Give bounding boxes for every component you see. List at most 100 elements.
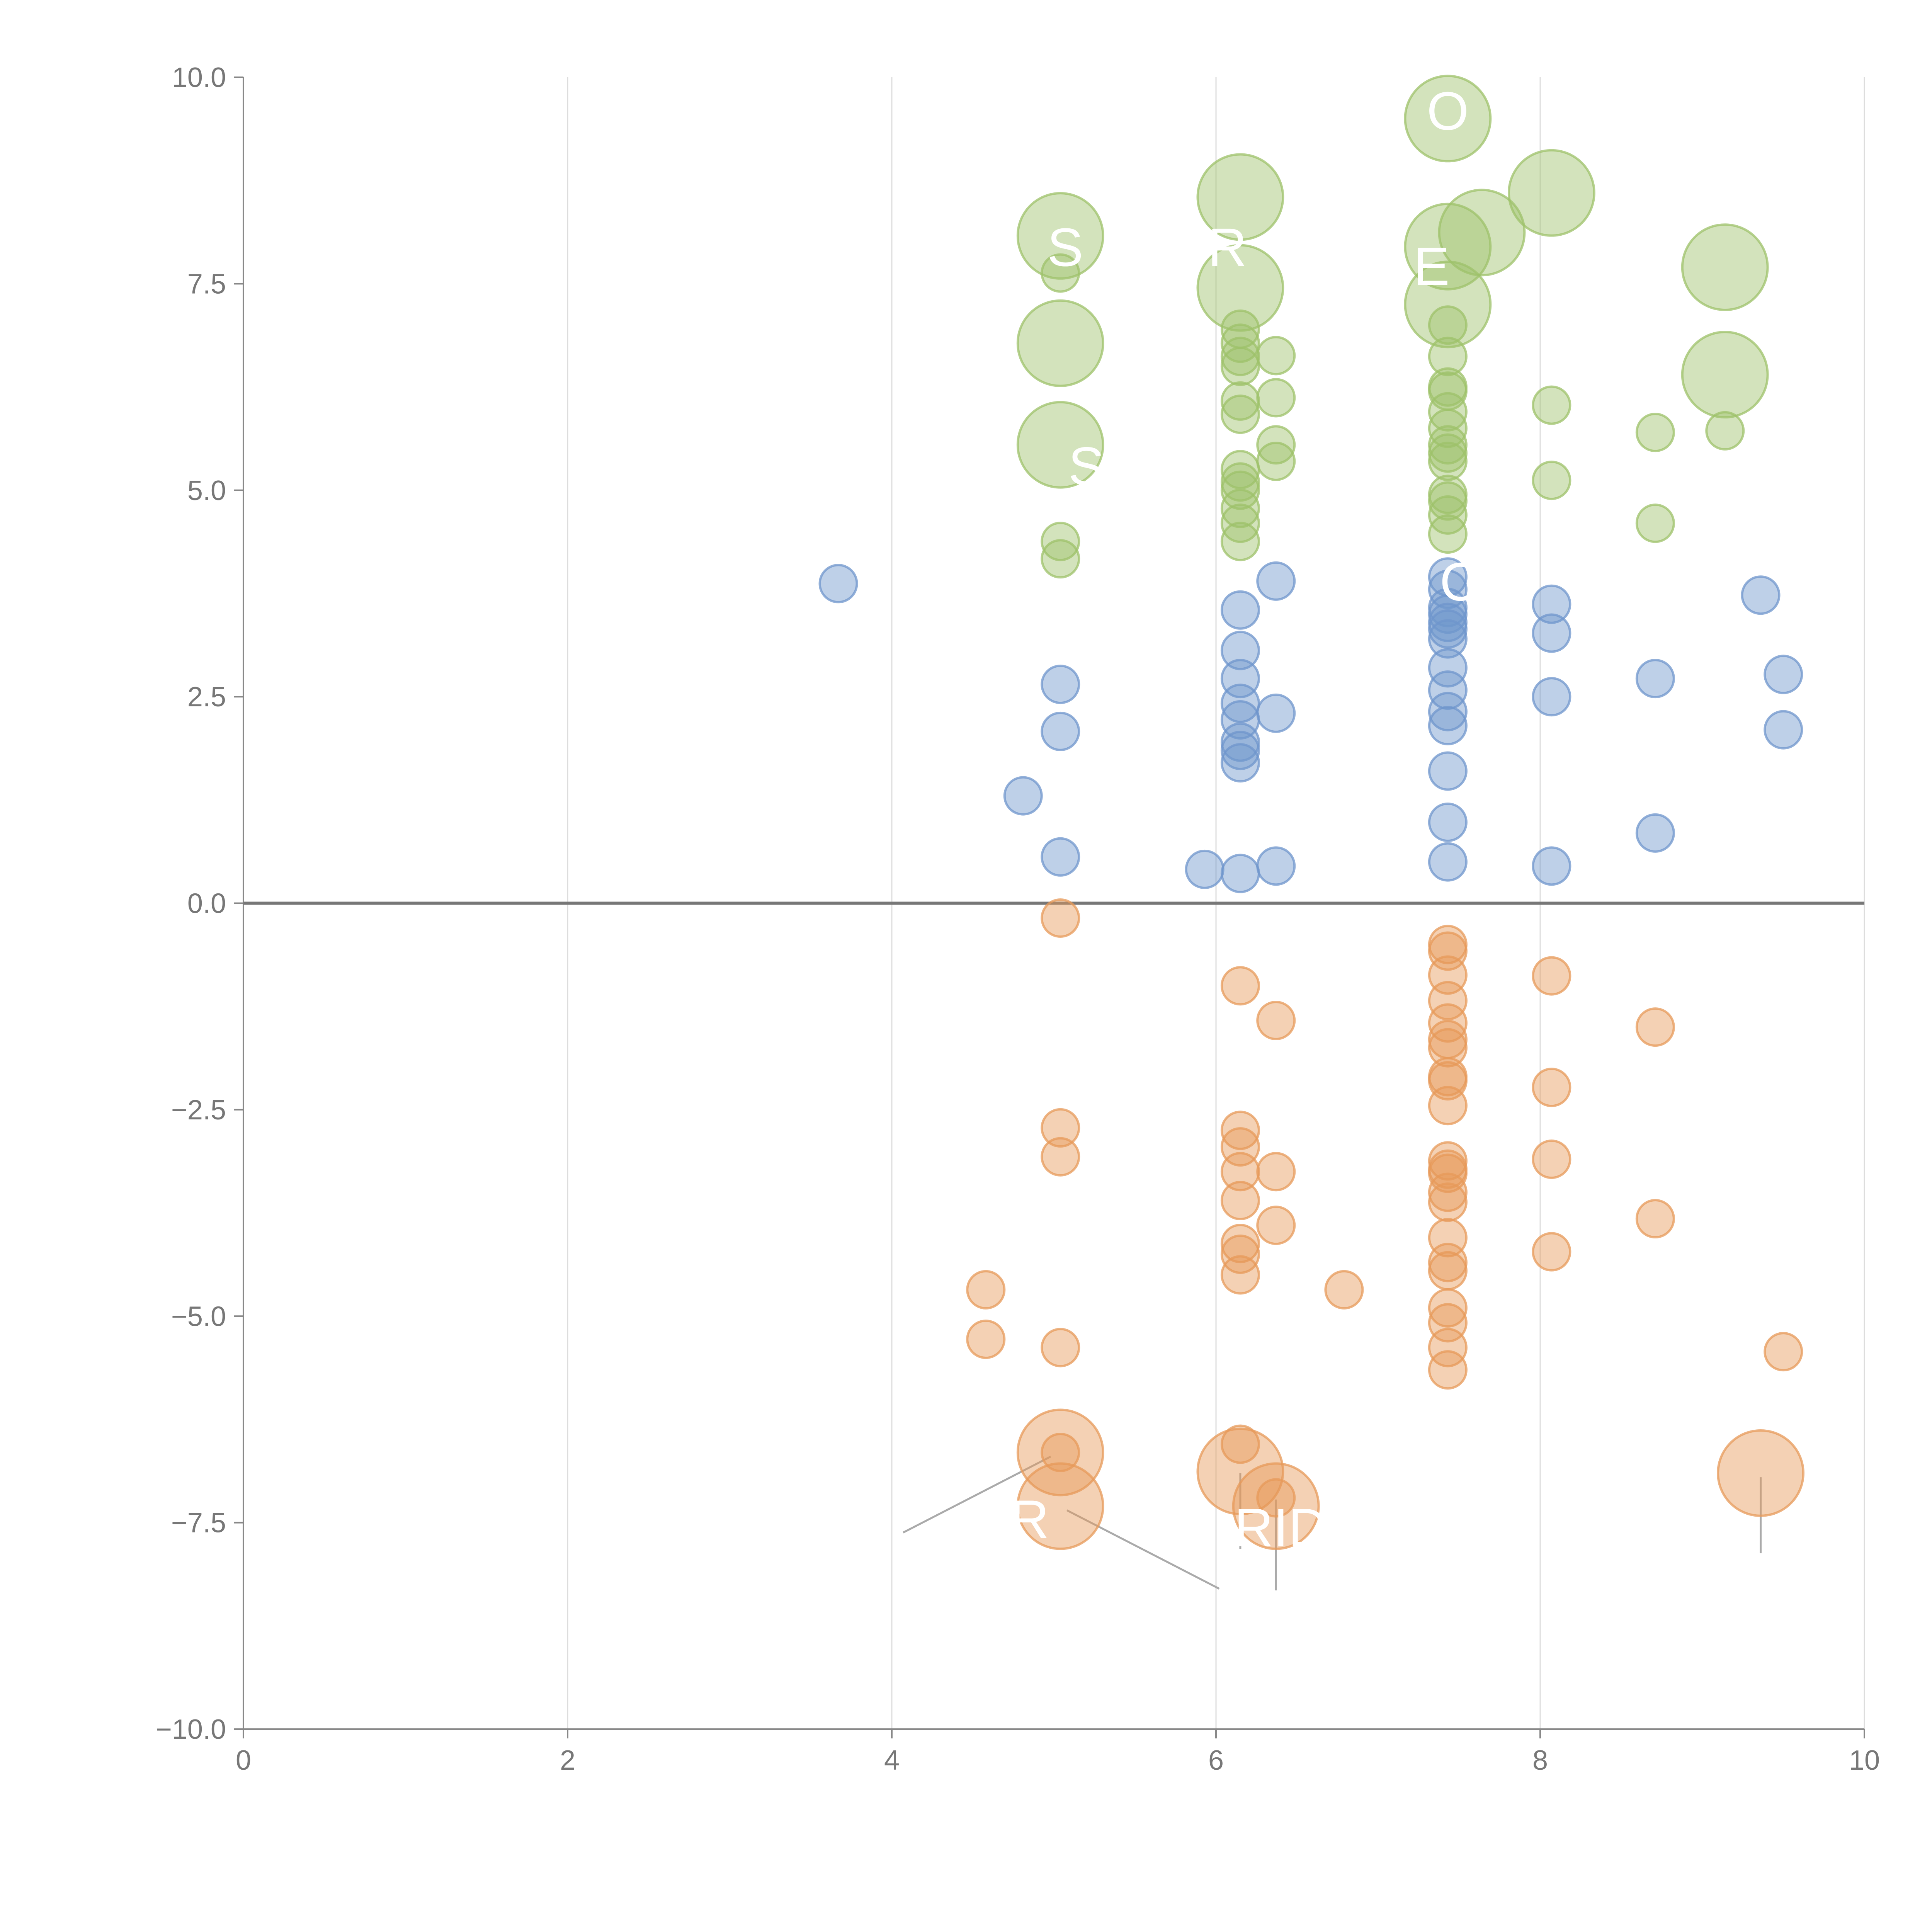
data-point xyxy=(1220,631,1260,670)
data-point xyxy=(1016,192,1104,280)
y-tick-label: −5.0 xyxy=(171,1301,226,1332)
data-point xyxy=(1428,1141,1468,1181)
data-point xyxy=(1196,244,1284,332)
data-point xyxy=(1764,1332,1803,1372)
data-point xyxy=(1635,1007,1675,1047)
point-label: R xyxy=(1010,1489,1049,1549)
axes xyxy=(234,77,1865,1738)
data-point xyxy=(1635,813,1675,853)
data-point xyxy=(1041,539,1080,579)
data-point xyxy=(1185,849,1225,889)
data-point xyxy=(1681,223,1769,311)
data-point xyxy=(1428,1172,1468,1212)
data-point xyxy=(1220,1234,1260,1274)
data-point xyxy=(1220,522,1260,561)
data-point xyxy=(1532,956,1571,996)
leader-line xyxy=(1551,179,1589,192)
data-point xyxy=(818,564,858,604)
tick-labels: 0 2 4 6 8 10 −10.0 −7.5 −5.0 −2.5 0.0 2.5 5.0 7.5 10.0 xyxy=(156,62,1880,1776)
data-point xyxy=(1428,481,1468,521)
data-point xyxy=(1532,1068,1571,1107)
data-point xyxy=(1220,1224,1260,1264)
data-point xyxy=(1220,722,1260,762)
data-point xyxy=(1428,609,1468,649)
point-label: R xyxy=(1208,217,1247,277)
data-point xyxy=(1041,665,1080,704)
data-point xyxy=(1717,1429,1804,1517)
data-point xyxy=(1635,503,1675,543)
x-tick-label: 0 xyxy=(236,1745,251,1776)
y-tick-label: 10.0 xyxy=(172,62,226,93)
data-point xyxy=(1016,401,1104,489)
data-point xyxy=(1016,1462,1104,1550)
data-point xyxy=(1220,1255,1260,1295)
data-point xyxy=(1041,1328,1080,1367)
data-point xyxy=(1428,1328,1468,1367)
x-tick-label: 10 xyxy=(1849,1745,1880,1776)
data-point xyxy=(1764,710,1803,750)
data-point xyxy=(1428,1251,1468,1291)
data-point xyxy=(1741,575,1781,615)
data-point xyxy=(1428,441,1468,481)
data-point xyxy=(1256,846,1296,886)
data-point xyxy=(1705,411,1745,451)
data-point xyxy=(1507,149,1595,237)
data-point xyxy=(1635,413,1675,452)
leader-line xyxy=(1724,275,1736,309)
data-point xyxy=(1428,337,1468,376)
data-point xyxy=(1532,677,1571,717)
data-point xyxy=(1220,684,1260,723)
data-point xyxy=(1220,323,1260,363)
data-point xyxy=(1220,1111,1260,1150)
data-point xyxy=(1428,1028,1468,1068)
point-labels: S R E O S C R RID xyxy=(1010,81,1479,1558)
data-point xyxy=(1256,441,1296,481)
data-point xyxy=(1532,1139,1571,1179)
data-point xyxy=(1041,1137,1080,1177)
data-point xyxy=(1532,613,1571,653)
data-point xyxy=(1428,305,1468,345)
leader-line xyxy=(903,1456,1051,1534)
data-point xyxy=(1256,1478,1296,1518)
x-tick-label: 8 xyxy=(1532,1745,1548,1776)
y-tick-label: 2.5 xyxy=(187,682,226,713)
data-point xyxy=(1428,1086,1468,1126)
data-point xyxy=(1428,931,1468,971)
data-point xyxy=(1532,584,1571,624)
data-point xyxy=(1232,1462,1320,1550)
data-point xyxy=(1220,966,1260,1006)
data-point xyxy=(1041,711,1080,751)
data-point xyxy=(1220,854,1260,893)
data-point xyxy=(1635,659,1675,699)
data-point xyxy=(966,1320,1006,1359)
data-point xyxy=(1220,395,1260,434)
data-point xyxy=(1256,561,1296,601)
data-point xyxy=(1635,1199,1675,1239)
y-tick-label: −7.5 xyxy=(171,1508,226,1539)
data-point xyxy=(1764,655,1803,694)
data-point xyxy=(1196,153,1284,241)
data-point xyxy=(1016,299,1104,387)
data-point xyxy=(1220,337,1260,376)
data-point xyxy=(1256,378,1296,418)
leader-line xyxy=(1239,168,1246,193)
data-point xyxy=(1256,336,1296,376)
data-point xyxy=(1041,837,1080,877)
x-tick-label: 2 xyxy=(560,1745,575,1776)
data-point xyxy=(1428,1182,1468,1222)
data-point xyxy=(966,1270,1006,1310)
data-point xyxy=(1220,1152,1260,1192)
data-point xyxy=(1220,1181,1260,1220)
point-label: S xyxy=(1047,217,1083,277)
data-point xyxy=(1256,693,1296,733)
data-point xyxy=(1428,514,1468,554)
data-point xyxy=(1428,842,1468,882)
data-point xyxy=(1324,1270,1364,1310)
data-point xyxy=(1428,706,1468,745)
data-point xyxy=(1256,1206,1296,1245)
y-tick-label: 5.0 xyxy=(187,475,226,506)
data-point xyxy=(1428,392,1468,432)
data-points xyxy=(818,75,1804,1550)
data-point xyxy=(1428,803,1468,842)
